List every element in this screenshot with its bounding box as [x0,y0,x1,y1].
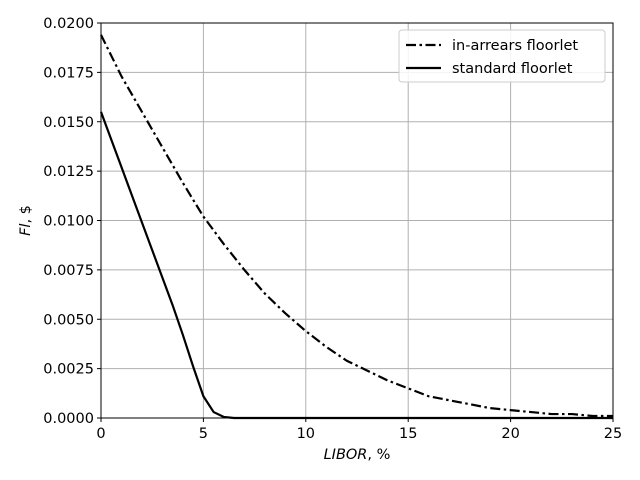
series-line-0 [100,34,613,418]
y-tick-label: 0.0075 [43,263,94,279]
y-tick-label: 0.0200 [43,16,94,32]
x-tick-label: 0 [96,426,105,442]
y-tick-label: 0.0050 [43,312,94,328]
y-tick-label: 0.0100 [43,214,94,230]
axis-ticks: 0 5 10 15 20 25 0.0000 0.0025 0.0050 0.0075 0.0100… [43,16,622,442]
series-line-1 [99,111,613,420]
y-tick-label: 0.0025 [43,362,94,378]
x-tick-label: 20 [501,426,519,442]
y-axis-label-unit: , $ [18,205,34,223]
y-tick-label: 0.0125 [43,164,94,180]
y-tick-label: 0.0150 [43,115,94,131]
legend-box [398,29,606,83]
y-axis-label: Fl, $ [18,205,34,236]
legend: in-arrears floorlet standard floorlet [398,29,606,83]
x-axis-label-unit: , % [367,447,390,463]
x-tick-label: 5 [199,426,208,442]
series-layer [99,34,613,420]
y-tick-label: 0.0175 [43,65,94,81]
x-tick-label: 15 [399,426,417,442]
y-tick-label: 0.0000 [43,411,94,427]
y-axis-label-name: Fl [18,224,34,236]
x-tick-label: 10 [297,426,315,442]
x-axis-label-name: LIBOR [324,447,368,463]
x-tick-label: 25 [604,426,622,442]
x-axis-label: LIBOR, % [324,447,391,463]
legend-label-0: in-arrears floorlet [452,38,578,54]
legend-label-1: standard floorlet [452,61,573,77]
